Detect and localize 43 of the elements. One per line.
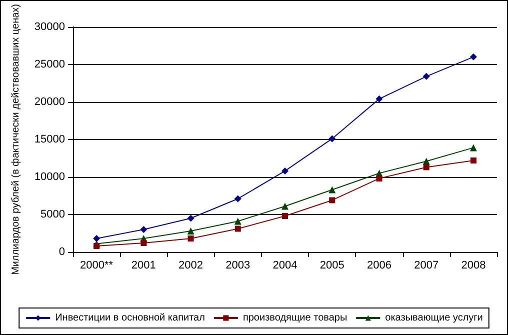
y-tick-label: 5000 — [40, 208, 65, 220]
point — [188, 235, 194, 242]
point — [422, 72, 430, 80]
point — [328, 186, 336, 194]
point — [282, 202, 288, 210]
legend-label: Инвестиции в основной капитал — [55, 312, 206, 324]
point — [187, 227, 194, 234]
x-tick-label: 2005 — [320, 260, 344, 272]
y-tick-label: 10000 — [34, 170, 65, 183]
x-tick-label: 2008 — [461, 260, 486, 272]
x-tick-label: 2000** — [80, 260, 114, 272]
point — [376, 95, 383, 102]
y-tick-label: 15000 — [34, 133, 65, 146]
point — [329, 197, 336, 204]
point — [140, 240, 147, 246]
point — [234, 195, 242, 202]
point — [234, 226, 241, 232]
point — [470, 53, 477, 60]
point — [423, 164, 430, 170]
point — [282, 167, 288, 174]
point — [470, 144, 477, 152]
point — [328, 135, 336, 142]
y-tick-label: 25000 — [34, 58, 65, 70]
x-tick-label: 2006 — [366, 260, 392, 272]
x-tick-label: 2007 — [414, 260, 439, 272]
y-tick-label: 0 — [58, 246, 65, 258]
point — [234, 218, 242, 225]
point — [140, 226, 148, 233]
point — [94, 242, 100, 249]
y-axis-title: Миллиардов рублей (в фактически действовавших ценах) — [10, 4, 22, 275]
x-tick-label: 2004 — [272, 260, 298, 272]
point — [93, 234, 100, 242]
x-tick-label: 2003 — [226, 260, 250, 272]
x-tick-label: 2001 — [131, 260, 156, 272]
point — [187, 214, 194, 222]
point — [282, 212, 288, 219]
y-tick-label: 30000 — [34, 20, 65, 33]
legend-label: оказывающие услуги — [385, 312, 483, 324]
point — [470, 157, 476, 164]
point — [376, 175, 382, 182]
legend-label: производящие товары — [242, 312, 348, 324]
x-tick-label: 2002 — [178, 260, 204, 272]
y-tick-label: 20000 — [34, 96, 65, 108]
